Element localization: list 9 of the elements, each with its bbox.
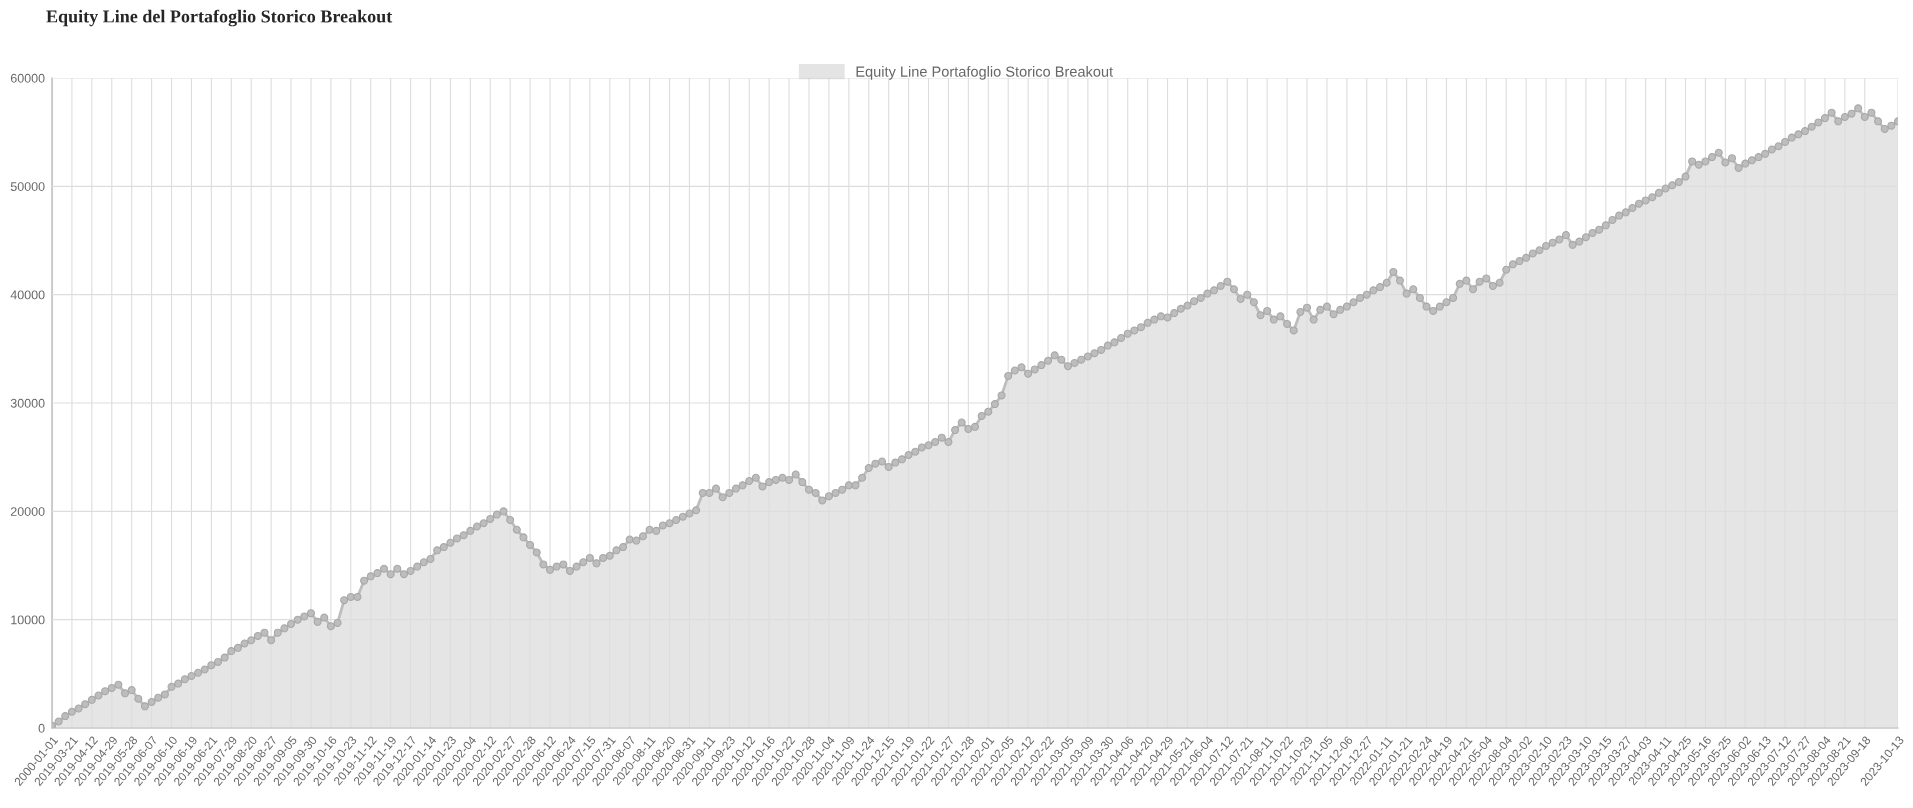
y-tick-label: 0 (38, 723, 45, 733)
y-tick-label: 50000 (10, 182, 45, 191)
chart-title: Equity Line del Portafoglio Storico Breakout (46, 9, 393, 27)
y-tick-label: 20000 (10, 507, 45, 516)
y-tick-label: 40000 (10, 290, 45, 300)
y-tick-label: 30000 (10, 398, 45, 408)
y-tick-label: 10000 (11, 615, 45, 625)
y-tick-label: 60000 (10, 73, 45, 83)
legend-label: Equity Line Portafoglio Storico Breakout (856, 66, 1113, 80)
